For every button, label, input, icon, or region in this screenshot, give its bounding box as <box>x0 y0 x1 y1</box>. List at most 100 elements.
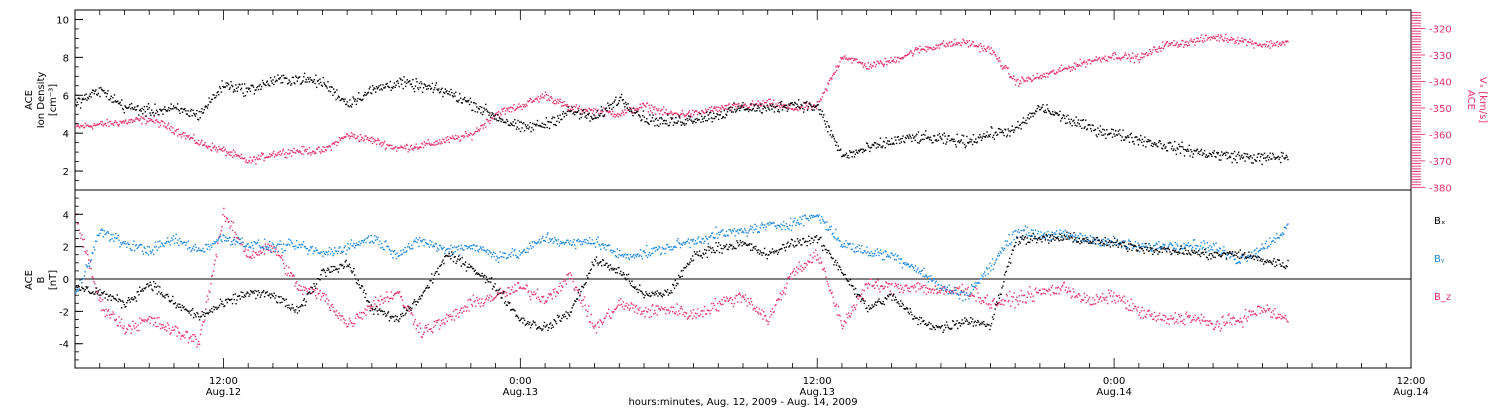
by-point <box>310 247 313 249</box>
bz-point <box>112 311 114 313</box>
velocity-point <box>726 105 728 107</box>
bz-point <box>102 309 105 311</box>
bz-point <box>189 337 191 339</box>
bz-point <box>999 303 1001 305</box>
bz-point <box>143 320 145 323</box>
by-point <box>270 249 272 251</box>
density-point <box>767 106 769 109</box>
bz-point <box>703 310 705 312</box>
velocity-point <box>1056 71 1058 73</box>
by-point <box>504 252 507 254</box>
velocity-point <box>437 143 439 145</box>
density-point <box>273 83 275 86</box>
by-point <box>546 233 548 236</box>
velocity-point <box>130 118 133 121</box>
bz-point <box>371 309 373 311</box>
bz-point <box>449 314 451 316</box>
density-point <box>502 119 504 121</box>
velocity-point <box>355 137 357 139</box>
velocity-point <box>365 135 367 137</box>
velocity-point <box>627 109 629 111</box>
velocity-point <box>947 45 949 47</box>
velocity-point <box>665 109 667 111</box>
velocity-point <box>658 113 661 115</box>
by-point <box>118 239 120 242</box>
by-point <box>285 244 287 246</box>
velocity-point <box>332 142 334 145</box>
density-point <box>972 134 975 136</box>
bz-point <box>516 282 519 284</box>
bz-point <box>1262 311 1264 313</box>
velocity-point <box>658 108 660 110</box>
by-point <box>147 254 150 256</box>
bz-point <box>1188 316 1190 318</box>
bz-point <box>961 283 963 286</box>
by-point <box>413 240 415 243</box>
velocity-point <box>481 124 484 126</box>
bz-point <box>281 254 283 257</box>
density-point <box>172 105 175 107</box>
bz-point <box>1122 301 1125 303</box>
density-point <box>297 77 299 79</box>
velocity-point <box>148 120 150 122</box>
density-point <box>905 137 907 140</box>
bz-point <box>1131 310 1133 312</box>
bz-point <box>1112 295 1114 297</box>
bz-point <box>170 332 172 334</box>
velocity-point <box>509 107 511 109</box>
by-point <box>140 244 143 246</box>
density-point <box>803 102 806 104</box>
density-point <box>512 121 514 123</box>
density-point <box>1268 156 1271 159</box>
bz-point <box>198 343 201 345</box>
velocity-point <box>688 111 690 114</box>
density-point <box>848 157 850 159</box>
bz-point <box>552 289 554 291</box>
velocity-point <box>982 50 984 52</box>
bz-point <box>1128 304 1131 307</box>
density-point <box>1228 157 1230 159</box>
density-point <box>681 121 683 123</box>
by-point <box>348 247 350 249</box>
bz-point <box>1107 289 1110 291</box>
by-point <box>477 249 479 252</box>
by-point <box>124 241 126 243</box>
bz-point <box>883 287 885 289</box>
velocity-point <box>1036 72 1038 75</box>
bz-point <box>836 314 839 316</box>
velocity-point <box>467 135 469 138</box>
density-point <box>555 124 557 127</box>
density-point <box>682 123 684 125</box>
velocity-point <box>294 151 296 154</box>
by-point <box>559 243 561 245</box>
bz-point <box>1194 314 1196 317</box>
velocity-point <box>850 57 852 59</box>
by-point <box>407 242 410 245</box>
velocity-point <box>778 105 780 107</box>
by-point <box>372 241 374 243</box>
velocity-point <box>1123 56 1125 58</box>
density-point <box>408 80 410 83</box>
bz-point <box>912 287 915 289</box>
bz-point <box>452 310 455 312</box>
velocity-point <box>484 122 486 125</box>
velocity-point <box>1260 45 1262 47</box>
velocity-point <box>1076 65 1078 67</box>
density-point <box>762 108 764 110</box>
bz-point <box>1212 328 1215 330</box>
velocity-point <box>727 104 730 106</box>
by-point <box>127 242 129 244</box>
bz-point <box>1078 293 1080 295</box>
by-point <box>218 236 221 238</box>
velocity-point <box>600 112 603 115</box>
velocity-point <box>1227 41 1229 43</box>
density-point <box>154 103 156 105</box>
bz-point <box>689 315 691 317</box>
by-point <box>229 236 231 239</box>
velocity-point <box>269 153 271 155</box>
bz-point <box>296 281 298 283</box>
density-point <box>832 134 834 136</box>
density-point <box>836 149 839 152</box>
bz-point <box>615 307 618 309</box>
velocity-point <box>865 68 868 70</box>
